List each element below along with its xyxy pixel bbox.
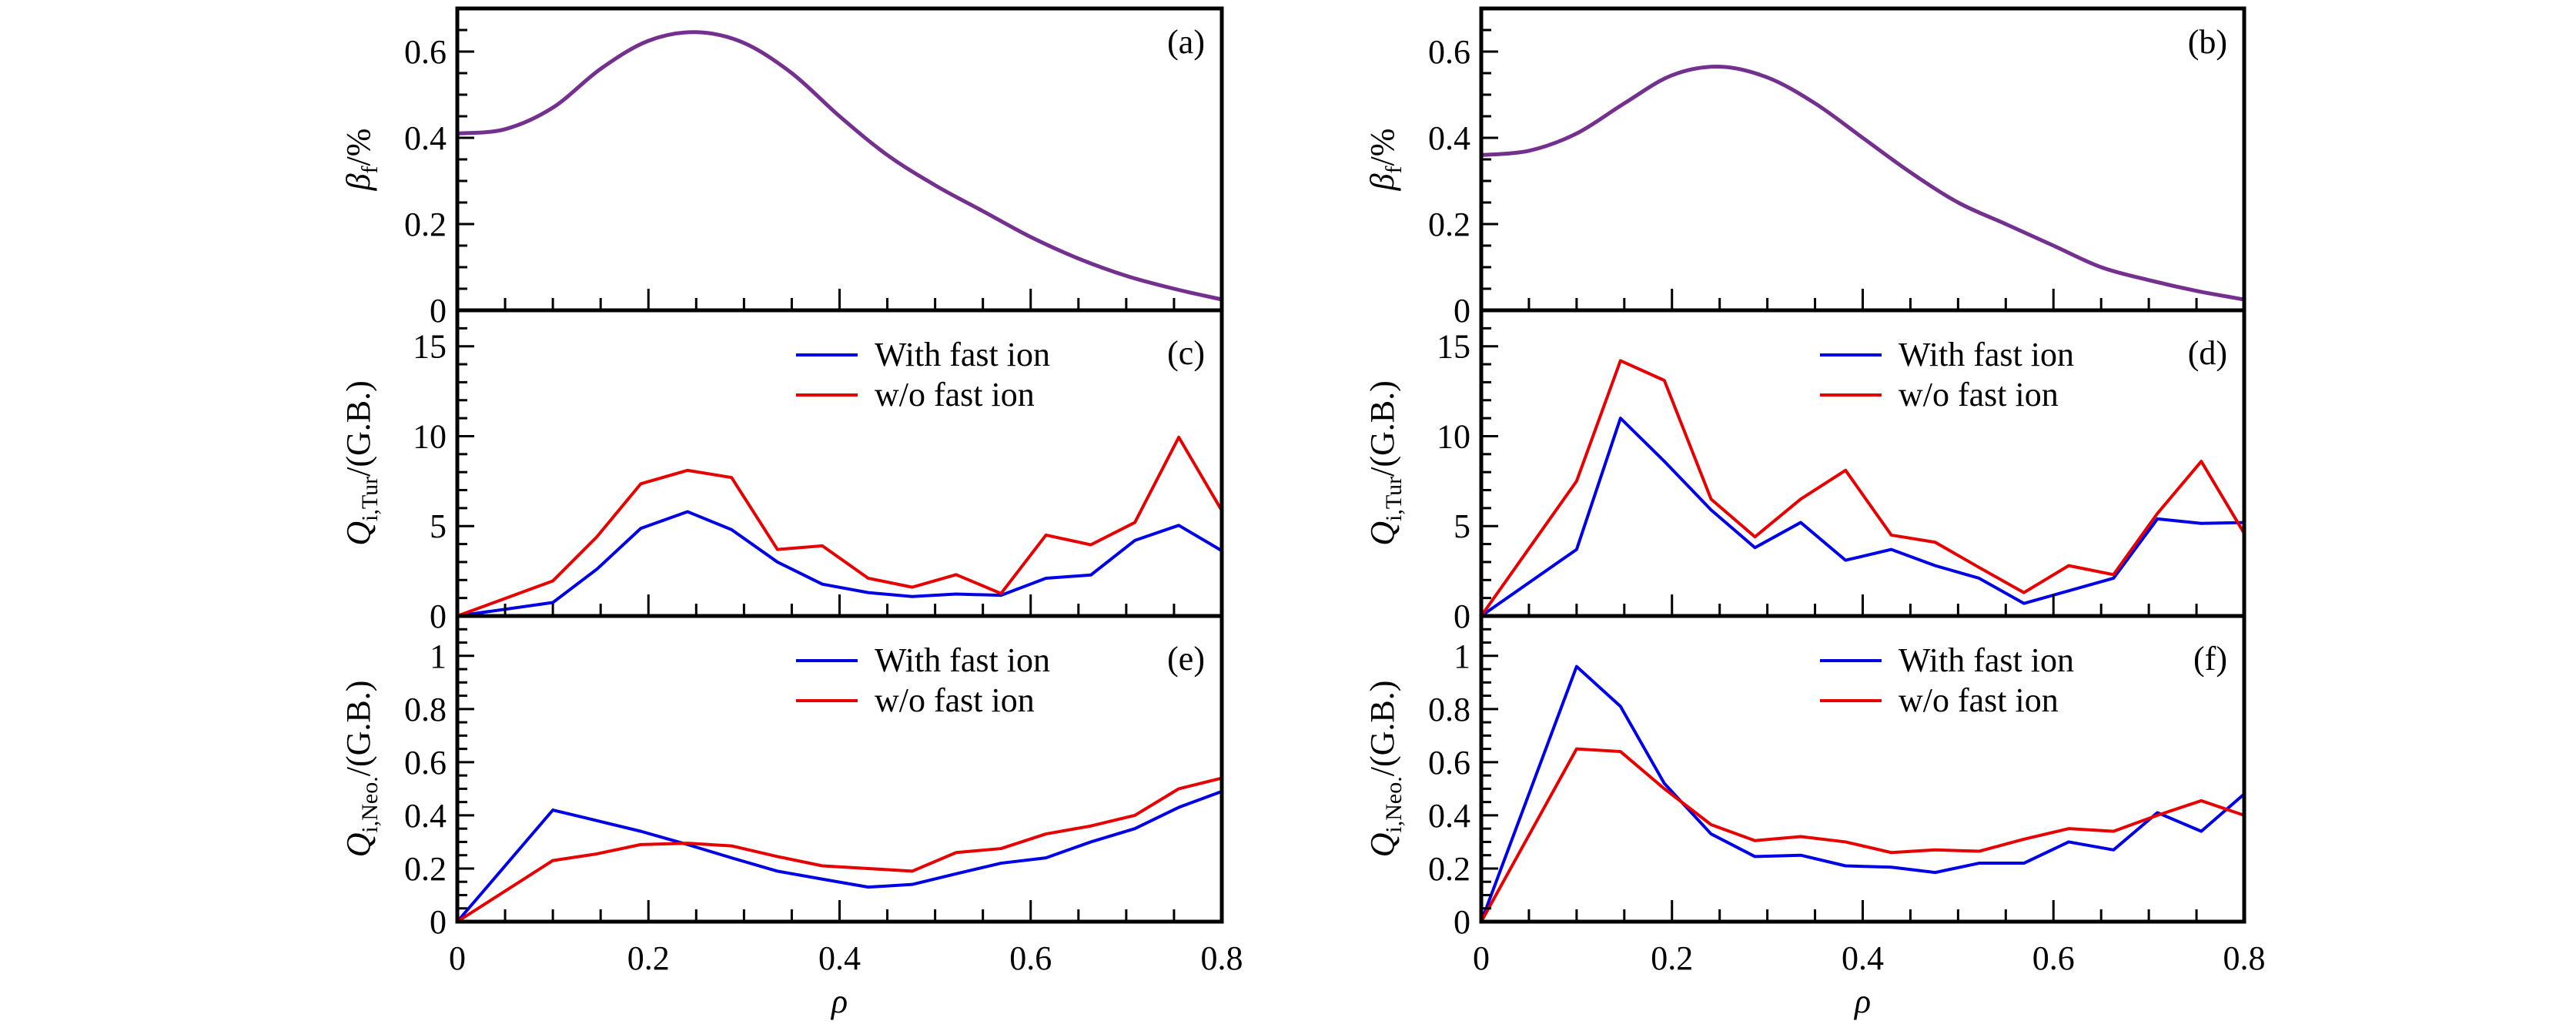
y-label-main: Q	[340, 521, 377, 546]
y-label-unit: /(G.B.)	[1363, 380, 1401, 477]
y-axis-label: Qi,Tur/(G.B.)	[340, 380, 383, 546]
panel-label: (d)	[2188, 334, 2227, 372]
y-label-unit: /(G.B.)	[340, 380, 377, 477]
series-line-with-fast-ion	[456, 789, 1223, 923]
panel-label: (c)	[1167, 334, 1205, 372]
y-tick-label: 0.2	[404, 206, 447, 243]
y-tick-label: 10	[1437, 417, 1470, 455]
legend-label: w/o fast ion	[1899, 376, 2059, 413]
x-tick-label: 0.8	[1201, 939, 1243, 977]
x-tick-label: 0.4	[818, 939, 861, 977]
y-tick-label: 0.2	[1428, 850, 1470, 888]
series-line-with-fast-ion	[1480, 664, 2246, 922]
y-tick-label: 0	[1454, 292, 1470, 330]
y-label-main: Q	[1363, 833, 1401, 858]
y-tick-label: 5	[430, 507, 447, 545]
panel-label: (f)	[2193, 640, 2227, 678]
legend-label: w/o fast ion	[875, 681, 1035, 719]
y-tick-label: 0.4	[404, 797, 447, 835]
panel-b: 0 0.2 0.4 0.6 βf/% (b)	[1363, 6, 2246, 330]
y-tick-label: 0	[430, 903, 447, 941]
legend-label: With fast ion	[875, 641, 1050, 679]
panel-e: 0 0.2 0.4 0.6 0.8 ρ 0 0.2 0.4 0.6 0.8 1 Qi,Neo./(G.B…	[340, 614, 1243, 1020]
x-axis-label: ρ	[830, 982, 848, 1020]
panel-label: (e)	[1167, 640, 1205, 678]
y-tick-label: 0.2	[1428, 206, 1470, 243]
y-tick-label: 0	[430, 292, 447, 330]
y-tick-label: 15	[413, 328, 447, 366]
legend-label: w/o fast ion	[875, 376, 1035, 413]
y-tick-label: 0.4	[1428, 797, 1470, 835]
y-tick-label: 0.4	[404, 119, 447, 157]
y-tick-label: 0	[1454, 903, 1470, 941]
y-tick-label: 0.8	[404, 691, 447, 728]
y-tick-label: 0.6	[404, 744, 447, 782]
legend-label: With fast ion	[1899, 336, 2074, 373]
y-tick-label: 0.6	[1428, 33, 1470, 71]
y-label-subscript: i,Neo.	[357, 776, 383, 832]
series-line-w-o-fast-ion	[456, 776, 1223, 923]
panel-label: (b)	[2188, 23, 2227, 61]
legend-label: With fast ion	[875, 336, 1050, 373]
panel-label: (a)	[1167, 23, 1205, 61]
y-tick-label: 0	[430, 598, 447, 635]
y-axis-label: βf/%	[1363, 129, 1407, 192]
plot-frame	[1479, 6, 2246, 313]
y-label-unit: /(G.B.)	[340, 681, 377, 777]
series-line-beta-f	[457, 30, 1223, 302]
y-tick-label: 1	[430, 638, 447, 675]
x-tick-label: 0.6	[1009, 939, 1052, 977]
panel-a: 0 0.2 0.4 0.6 βf/% (a)	[340, 6, 1224, 330]
y-label-subscript: f	[1381, 166, 1407, 173]
y-tick-label: 1	[1454, 638, 1470, 675]
y-tick-label: 5	[1454, 507, 1470, 545]
x-tick-label: 0.4	[1842, 939, 1884, 977]
y-label-unit: /%	[340, 129, 377, 166]
x-tick-label: 0.6	[2032, 939, 2075, 977]
y-tick-label: 10	[413, 417, 447, 455]
y-label-subscript: f	[357, 166, 383, 173]
y-axis-label: βf/%	[340, 129, 383, 192]
y-tick-label: 0.4	[1428, 119, 1470, 157]
y-tick-label: 0.6	[404, 33, 447, 71]
y-label-main: Q	[1363, 521, 1401, 546]
y-label-subscript: i,Tur	[1381, 477, 1407, 521]
y-label-main: Q	[340, 833, 377, 858]
y-axis-label: Qi,Neo./(G.B.)	[1363, 681, 1407, 858]
series-line-w-o-fast-ion	[1480, 747, 2245, 922]
y-label-subscript: i,Tur	[357, 477, 383, 521]
panel-f: 0 0.2 0.4 0.6 0.8 ρ 0 0.2 0.4 0.6 0.8 1 Qi,Neo./(G.B…	[1363, 614, 2266, 1020]
series-line-w-o-fast-ion	[457, 435, 1223, 618]
x-tick-label: 0	[449, 939, 466, 977]
y-tick-label: 0.2	[404, 850, 447, 888]
y-axis-label: Qi,Tur/(G.B.)	[1363, 380, 1407, 546]
y-label-unit: /%	[1363, 129, 1401, 166]
series-line-w-o-fast-ion	[1480, 359, 2246, 618]
y-tick-label: 0.6	[1428, 744, 1470, 782]
y-axis-label: Qi,Neo./(G.B.)	[340, 681, 383, 858]
y-label-subscript: i,Neo.	[1381, 776, 1407, 832]
y-tick-label: 0	[1454, 598, 1470, 635]
x-tick-label: 0.8	[2223, 939, 2266, 977]
y-label-main: β	[340, 173, 377, 191]
series-line-with-fast-ion	[457, 510, 1223, 618]
x-tick-label: 0	[1473, 939, 1490, 977]
x-tick-label: 0.2	[627, 939, 670, 977]
x-tick-label: 0.2	[1651, 939, 1693, 977]
x-axis-label: ρ	[1853, 982, 1871, 1020]
legend-label: With fast ion	[1899, 641, 2074, 679]
y-label-main: β	[1363, 173, 1401, 191]
y-label-unit: /(G.B.)	[1363, 681, 1401, 777]
y-tick-label: 15	[1437, 328, 1470, 366]
series-line-beta-f	[1480, 65, 2245, 302]
plot-frame	[455, 6, 1224, 313]
legend-label: w/o fast ion	[1899, 681, 2059, 719]
y-tick-label: 0.8	[1428, 691, 1470, 728]
series-line-with-fast-ion	[1480, 417, 2245, 618]
